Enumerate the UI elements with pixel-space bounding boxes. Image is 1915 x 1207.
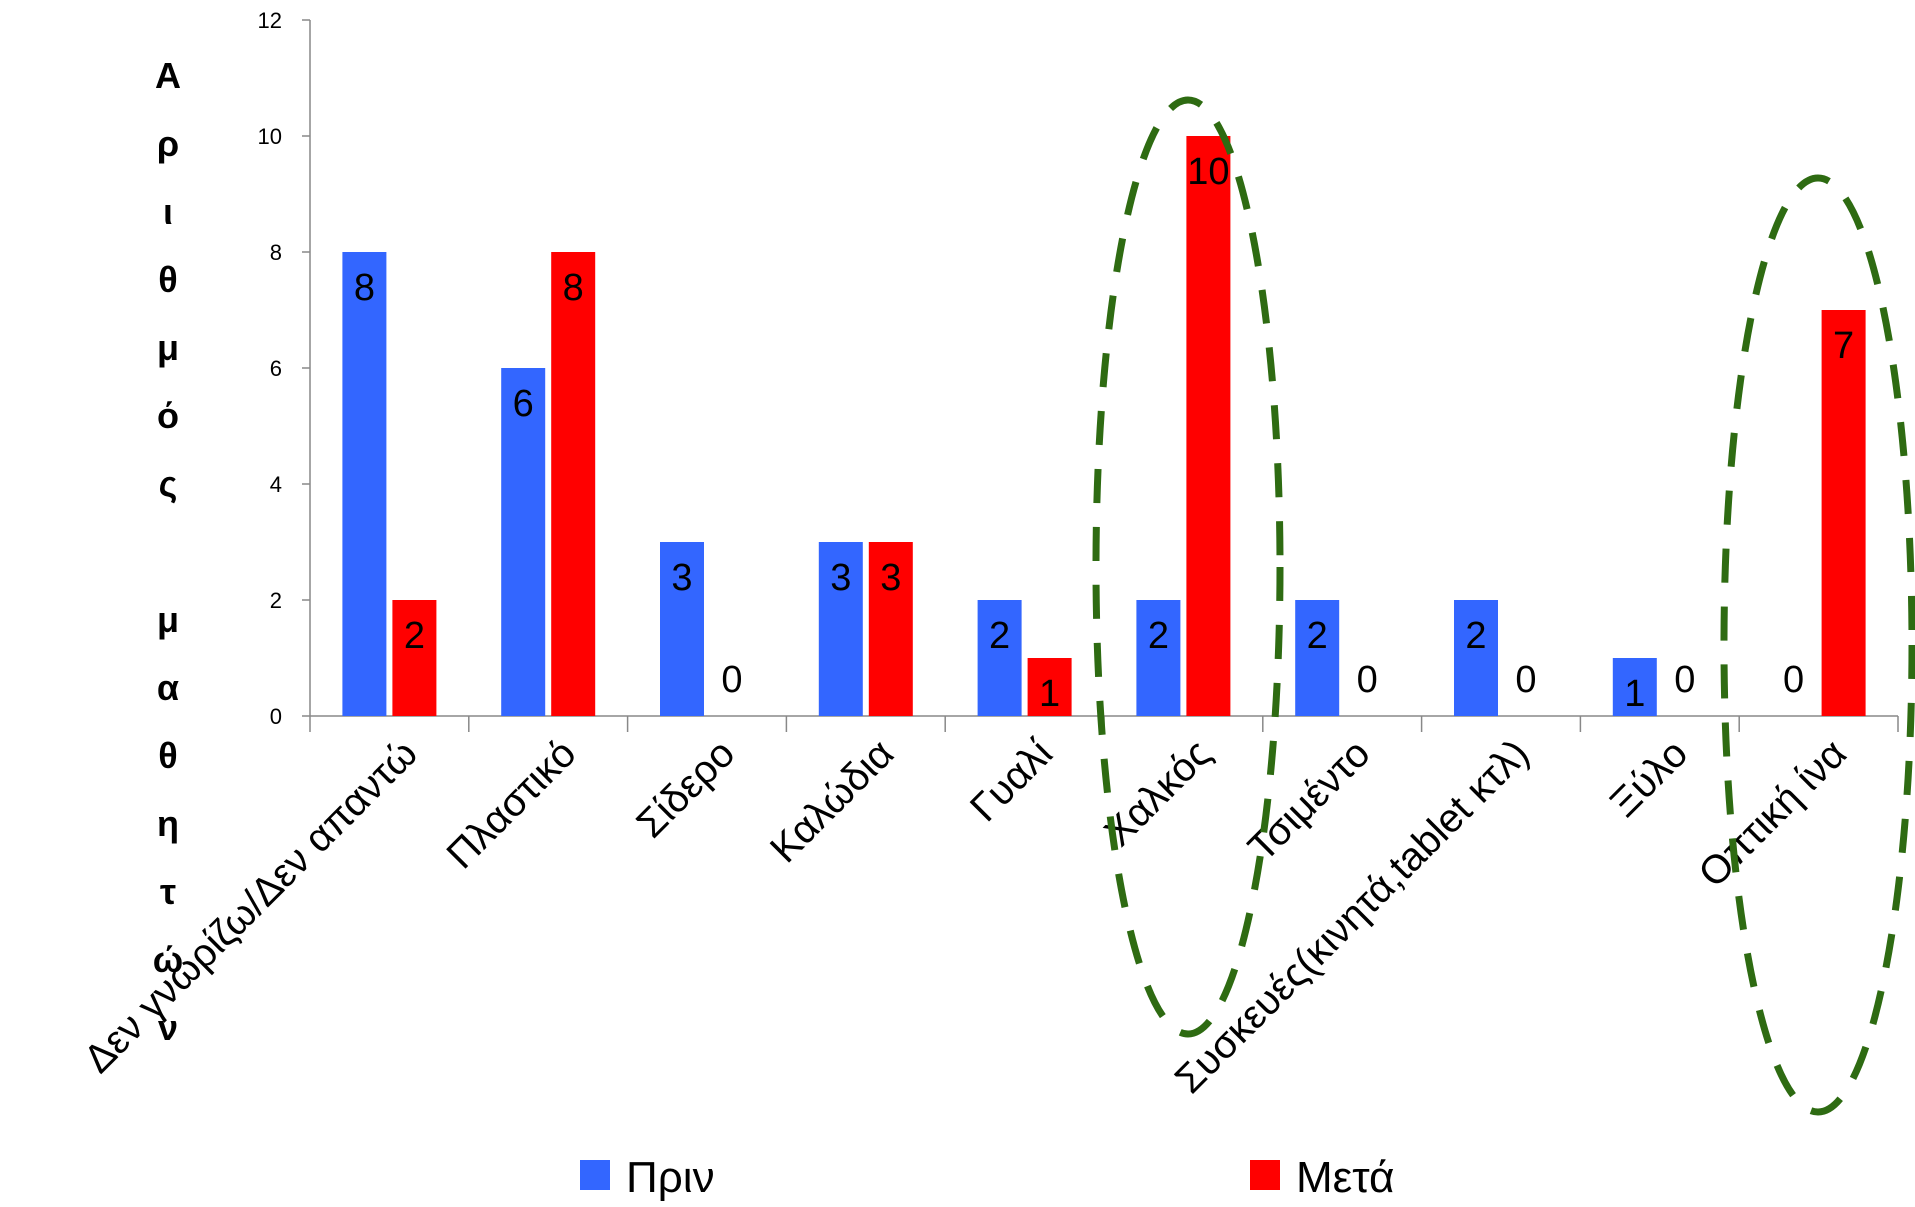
y-tick-label: 12 [258, 8, 282, 33]
y-tick-label: 6 [270, 356, 282, 381]
y-axis-title-char: η [157, 803, 179, 844]
y-axis-title-char: τ [160, 871, 176, 912]
category-label: Πλαστικό [439, 731, 585, 877]
category-label: Δεν γνωρίζω/Δεν απαντώ [76, 731, 426, 1081]
bars [342, 136, 1866, 716]
category-label: Οπτική ίνα [1690, 731, 1855, 896]
data-label: 7 [1833, 325, 1854, 367]
bar-before [977, 600, 1022, 716]
data-label: 1 [1039, 673, 1060, 715]
bar-after [551, 252, 596, 716]
y-axis-title-char: θ [158, 259, 177, 300]
bar-before [660, 542, 704, 716]
category-label: Γυαλί [962, 731, 1061, 830]
y-tick-label: 4 [270, 472, 282, 497]
data-label: 3 [671, 557, 692, 599]
y-axis-title-char: ς [159, 463, 178, 504]
bar-after [1821, 310, 1866, 716]
legend-label: Πριν [626, 1153, 715, 1202]
category-label: Καλώδια [762, 731, 902, 871]
bar-before [342, 252, 387, 716]
bar-after [1027, 658, 1072, 716]
highlights [1092, 96, 1915, 1116]
y-tick-label: 2 [270, 588, 282, 613]
bar-before [1612, 658, 1657, 716]
y-axis-title-char: α [157, 667, 179, 708]
y-axis-title-char: ν [158, 1007, 178, 1048]
bar-before [818, 542, 863, 716]
highlight-ellipse [1720, 174, 1915, 1116]
y-axis-title-char: ώ [153, 939, 183, 980]
data-label: 8 [563, 267, 584, 309]
legend-swatch [580, 1160, 610, 1190]
data-label: 2 [1465, 615, 1486, 657]
category-label: Ξύλο [1602, 731, 1696, 825]
data-label: 2 [1148, 615, 1169, 657]
category-label: Σίδερο [628, 731, 743, 846]
data-label: 0 [1515, 659, 1536, 701]
data-label: 6 [513, 383, 534, 425]
y-axis-title-char: ι [163, 191, 173, 232]
data-label: 8 [354, 267, 375, 309]
data-label: 1 [1624, 673, 1645, 715]
category-labels: Δεν γνωρίζω/Δεν απαντώ Πλαστικό Σίδερο Καλώ… [76, 731, 1855, 1102]
y-axis-title-char: θ [158, 735, 177, 776]
category-label: Τσιμέντο [1240, 731, 1379, 870]
y-axis-title-char: ρ [157, 123, 179, 164]
bar-before [1295, 600, 1340, 716]
data-label: 0 [1357, 659, 1378, 701]
bar-after [1186, 136, 1231, 716]
data-label: 0 [1674, 659, 1695, 701]
data-label: 0 [721, 659, 742, 701]
data-label: 2 [404, 615, 425, 657]
data-label: 10 [1187, 151, 1229, 193]
legend: Πριν Μετά [580, 1153, 1394, 1202]
data-label: 3 [830, 557, 851, 599]
data-label: 2 [1307, 615, 1328, 657]
y-axis-title-char: ό [157, 395, 179, 436]
y-tick-label: 10 [258, 124, 282, 149]
bar-before [1454, 600, 1498, 716]
bar-before [1136, 600, 1181, 716]
data-label: 3 [880, 557, 901, 599]
y-axis-title-char: Α [155, 55, 181, 96]
bar-after [392, 600, 437, 716]
y-axis-title-char: μ [157, 327, 179, 368]
y-axis: 0 2 4 6 8 10 12 [258, 8, 311, 729]
legend-swatch [1250, 1160, 1280, 1190]
y-axis-title-char: μ [157, 599, 179, 640]
legend-label: Μετά [1296, 1153, 1394, 1202]
bar-after [868, 542, 913, 716]
y-tick-label: 8 [270, 240, 282, 265]
highlight-ellipse [1092, 96, 1284, 1038]
y-tick-label: 0 [270, 704, 282, 729]
bar-before [501, 368, 546, 716]
data-label: 2 [989, 615, 1010, 657]
data-label: 0 [1783, 659, 1804, 701]
